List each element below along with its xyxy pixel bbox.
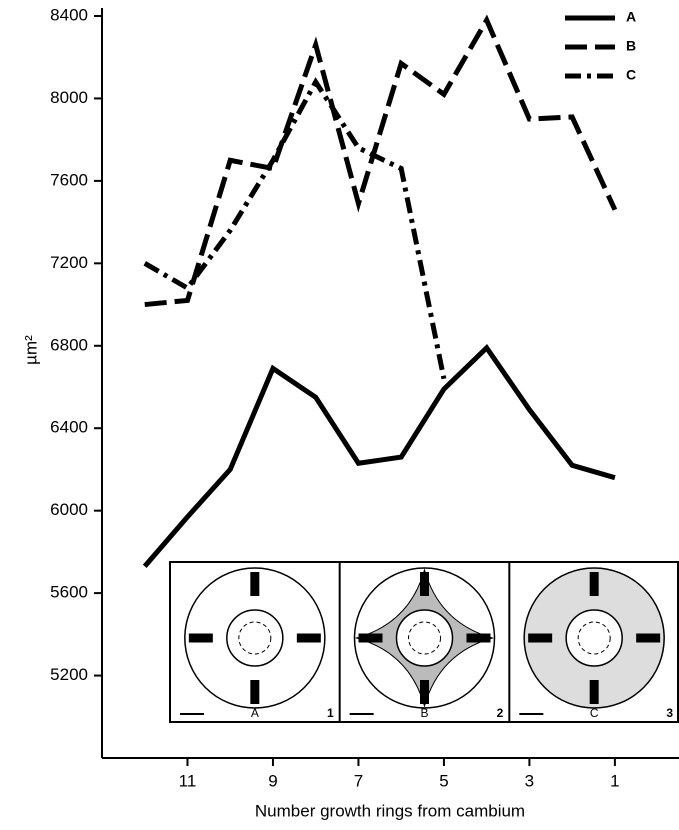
inset-label: B (420, 706, 428, 720)
line-series (145, 20, 615, 304)
inset-number: 2 (497, 706, 504, 720)
inset-core (566, 610, 622, 666)
y-tick-label: 6000 (50, 500, 88, 519)
y-tick-label: 5600 (50, 583, 88, 602)
x-tick-label: 9 (268, 771, 277, 790)
legend-label: B (626, 38, 636, 54)
x-axis-label: Number growth rings from cambium (255, 801, 525, 820)
line-series (145, 348, 615, 566)
inset-core (397, 610, 453, 666)
line-series (145, 82, 444, 379)
y-tick-label: 8400 (50, 5, 88, 24)
y-tick-label: 5200 (50, 665, 88, 684)
inset-number: 3 (666, 706, 673, 720)
inset-core (227, 610, 283, 666)
y-axis-label: µm² (21, 335, 40, 365)
chart: Number growth rings from cambium µm² 520… (0, 0, 679, 830)
x-tick-label: 3 (525, 771, 534, 790)
inset-number: 1 (327, 706, 334, 720)
inset-label: C (590, 706, 599, 720)
y-tick-label: 7200 (50, 253, 88, 272)
x-tick-label: 1 (610, 771, 619, 790)
y-tick-label: 8000 (50, 88, 88, 107)
y-tick-label: 7600 (50, 170, 88, 189)
y-tick-label: 6400 (50, 418, 88, 437)
x-tick-label: 5 (439, 771, 448, 790)
x-tick-label: 7 (354, 771, 363, 790)
legend-label: C (626, 67, 636, 83)
inset-label: A (251, 706, 259, 720)
legend-label: A (626, 9, 636, 25)
x-tick-label: 11 (179, 771, 197, 790)
y-tick-label: 6800 (50, 335, 88, 354)
